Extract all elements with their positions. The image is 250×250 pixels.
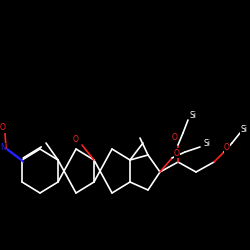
Text: N: N — [0, 144, 6, 152]
Text: Si: Si — [240, 126, 248, 134]
Text: Si: Si — [190, 112, 196, 120]
Text: O: O — [172, 134, 178, 142]
Text: O: O — [0, 124, 6, 132]
Text: O: O — [224, 144, 230, 152]
Text: Si: Si — [204, 140, 210, 148]
Text: O: O — [174, 148, 180, 158]
Text: O: O — [73, 136, 79, 144]
